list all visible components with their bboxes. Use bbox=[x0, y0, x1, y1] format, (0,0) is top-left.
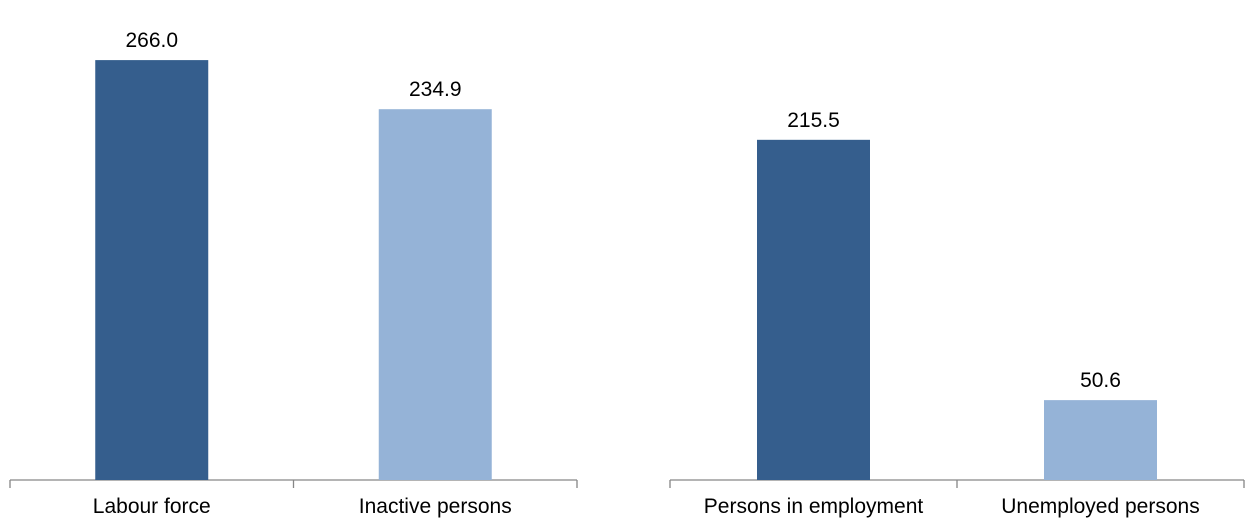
category-label: Labour force bbox=[93, 495, 211, 518]
category-label: Inactive persons bbox=[359, 495, 512, 518]
bar bbox=[1044, 400, 1157, 480]
chart-2: 215.5 Persons in employment 50.6 Unemployed… bbox=[669, 109, 1245, 518]
bar bbox=[95, 60, 209, 480]
bar bbox=[757, 139, 870, 480]
category-label: Persons in employment bbox=[704, 495, 924, 518]
bar bbox=[378, 109, 492, 480]
category-label: Unemployed persons bbox=[1001, 495, 1199, 518]
data-label: 234.9 bbox=[409, 78, 462, 101]
chart-1: 266.0 Labour force 234.9 Inactive persons bbox=[9, 29, 578, 518]
data-label: 50.6 bbox=[1080, 369, 1121, 392]
data-label: 266.0 bbox=[125, 29, 178, 52]
data-label: 215.5 bbox=[787, 109, 840, 132]
